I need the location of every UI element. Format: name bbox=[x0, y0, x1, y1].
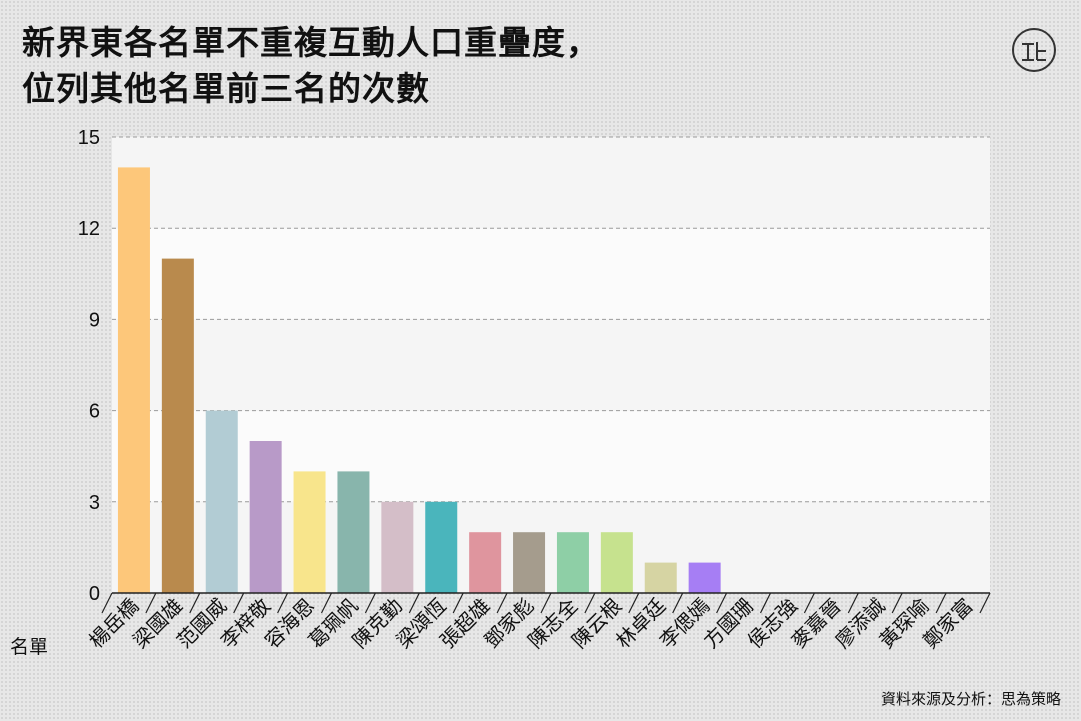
bar bbox=[425, 501, 458, 593]
x-axis-label: 名單 bbox=[10, 636, 48, 658]
y-tick-label: 12 bbox=[78, 218, 100, 240]
x-tick bbox=[628, 592, 640, 614]
x-tick-label: 陳克勤 bbox=[347, 594, 406, 653]
plot-band bbox=[112, 501, 990, 593]
x-tick bbox=[452, 592, 464, 614]
bar bbox=[205, 410, 238, 593]
x-tick-label: 方國珊 bbox=[699, 594, 758, 653]
x-tick bbox=[408, 592, 420, 614]
y-tick-label: 3 bbox=[89, 492, 100, 514]
bar bbox=[469, 532, 502, 593]
y-tick-label: 9 bbox=[89, 309, 100, 331]
bars bbox=[117, 167, 721, 593]
x-tick-label: 黃琛喻 bbox=[874, 594, 933, 653]
bar bbox=[161, 258, 194, 593]
bar bbox=[513, 532, 546, 593]
bar bbox=[381, 501, 414, 593]
y-axis: 0 3 6 9 12 15 bbox=[78, 127, 100, 605]
x-tick bbox=[803, 592, 815, 614]
x-tick bbox=[189, 592, 201, 614]
x-tick bbox=[101, 592, 113, 614]
bar bbox=[117, 167, 150, 593]
title-line-1: 新界東各名單不重複互動人口重疊度， bbox=[22, 23, 600, 62]
y-tick-label: 15 bbox=[78, 127, 100, 149]
bar bbox=[249, 441, 282, 593]
x-tick-label: 梁頌恆 bbox=[391, 594, 450, 653]
x-axis bbox=[101, 592, 991, 614]
chart-title: 新界東各名單不重複互動人口重疊度， 位列其他名單前三名的次數 bbox=[22, 20, 600, 112]
source-note: 資料來源及分析：思為策略 bbox=[880, 690, 1061, 708]
plot-area bbox=[112, 137, 990, 593]
x-tick bbox=[891, 592, 903, 614]
bar bbox=[293, 471, 326, 593]
x-tick-label: 張超雄 bbox=[435, 594, 494, 653]
bar bbox=[600, 532, 633, 593]
bar bbox=[688, 562, 721, 593]
x-tick-label: 葛珮帆 bbox=[304, 594, 363, 653]
x-tick-label: 林卓廷 bbox=[611, 594, 670, 653]
x-tick bbox=[716, 592, 728, 614]
title-line-2: 位列其他名單前三名的次數 bbox=[22, 69, 430, 108]
x-tick bbox=[979, 592, 991, 614]
x-tick bbox=[496, 592, 508, 614]
x-tick-label: 麥嘉晉 bbox=[786, 594, 845, 653]
bar bbox=[644, 562, 677, 593]
x-tick-label: 廖添誠 bbox=[830, 594, 889, 653]
x-tick bbox=[847, 592, 859, 614]
x-tick bbox=[759, 592, 772, 614]
x-tick bbox=[540, 592, 552, 614]
x-tick bbox=[672, 592, 684, 614]
x-tick bbox=[935, 592, 947, 614]
x-tick-label: 梁國雄 bbox=[128, 594, 187, 653]
plot-band bbox=[112, 137, 990, 229]
x-tick-label: 侯志強 bbox=[743, 594, 802, 653]
x-tick-label: 李梓敬 bbox=[216, 594, 275, 653]
x-tick bbox=[364, 592, 376, 614]
x-tick-label: 鄭家富 bbox=[918, 594, 977, 653]
x-tick-label: 范國威 bbox=[172, 594, 231, 653]
x-tick-label: 陳云根 bbox=[567, 594, 626, 653]
x-tick-label: 李偲嫣 bbox=[655, 594, 714, 653]
x-tick-labels: 楊岳橋梁國雄范國威李梓敬容海恩葛珮帆陳克勤梁頌恆張超雄鄧家彪陳志全陳云根林卓廷李… bbox=[84, 594, 977, 653]
logo-icon bbox=[1012, 28, 1056, 72]
x-tick bbox=[277, 592, 289, 614]
x-tick-label: 容海恩 bbox=[260, 594, 319, 653]
x-tick-label: 鄧家彪 bbox=[479, 594, 538, 653]
x-tick bbox=[145, 592, 157, 614]
plot-band bbox=[112, 410, 990, 502]
y-tick-label: 0 bbox=[89, 583, 100, 605]
y-tick-label: 6 bbox=[89, 401, 100, 423]
bar bbox=[337, 471, 370, 593]
x-tick-label: 陳志全 bbox=[523, 594, 582, 653]
bar bbox=[556, 532, 589, 593]
x-tick bbox=[320, 592, 333, 614]
x-tick bbox=[233, 592, 245, 614]
gridlines bbox=[112, 136, 990, 503]
x-tick bbox=[584, 592, 596, 614]
plot-band bbox=[112, 319, 990, 411]
plot-band bbox=[112, 228, 990, 320]
